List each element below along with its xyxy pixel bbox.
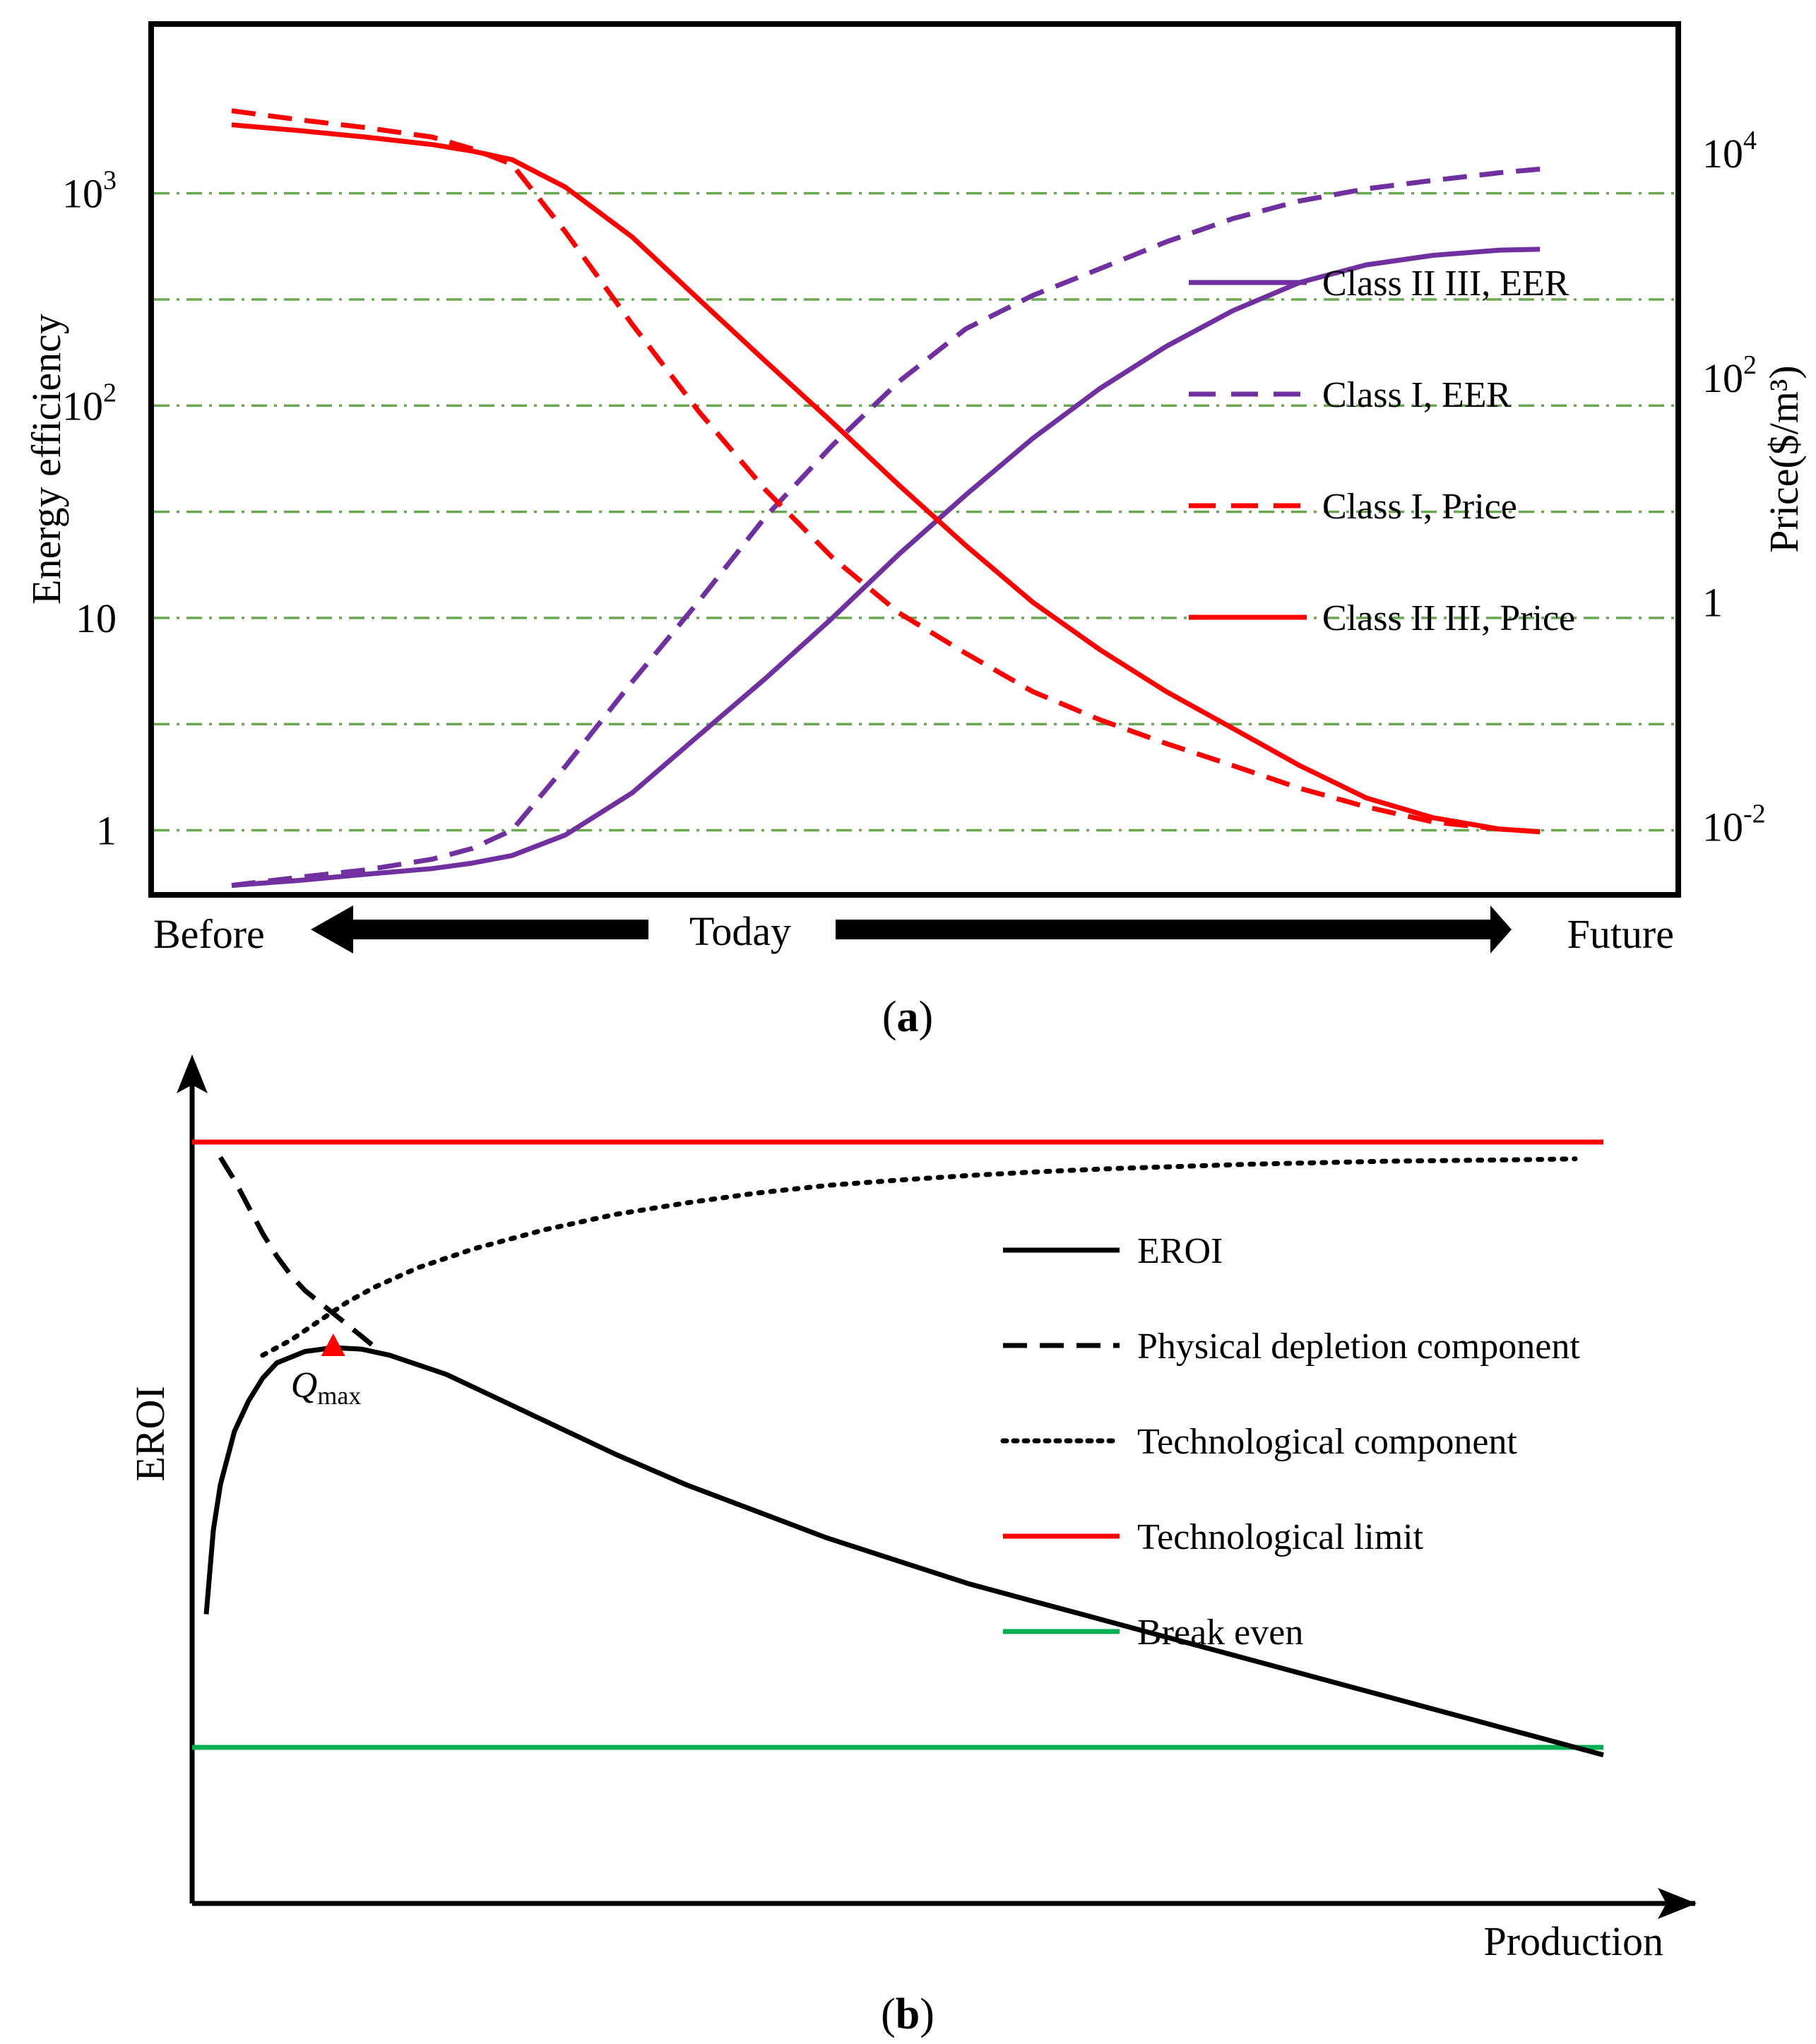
y2-tick-label-0-exp: 4 bbox=[1743, 126, 1757, 155]
y2-tick-label-1: 102 bbox=[1702, 350, 1757, 401]
y-tick-label-1-base: 10 bbox=[62, 383, 103, 429]
legend-label-a-1: Class I, EER bbox=[1322, 375, 1512, 415]
panel-b-y-axis-label: EROI bbox=[127, 1386, 173, 1481]
y2-tick-label-1-base: 10 bbox=[1702, 355, 1743, 401]
y2-tick-label-3: 10-2 bbox=[1702, 799, 1766, 850]
qmax-annotation: Qmax bbox=[291, 1333, 362, 1410]
y-tick-label-3: 1 bbox=[96, 808, 117, 854]
arrow-left-icon bbox=[311, 905, 648, 953]
legend-label-b-0: EROI bbox=[1137, 1231, 1223, 1271]
panel-a-plot-frame bbox=[148, 21, 1681, 898]
qmax-label: Qmax bbox=[291, 1365, 362, 1410]
qmax-label-main: Q bbox=[291, 1365, 318, 1406]
panel-a-legend: Class II III, EER Class I, EER Class I, Pr… bbox=[1189, 263, 1575, 638]
y-tick-label-0-exp: 3 bbox=[103, 166, 117, 196]
panel-a-series bbox=[231, 108, 1541, 889]
y2-tick-label-3-exp: -2 bbox=[1743, 799, 1766, 828]
y2-tick-label-0: 104 bbox=[1702, 126, 1757, 177]
panel-a-label: (a) bbox=[882, 993, 933, 1041]
series-line-a-1 bbox=[231, 166, 1541, 889]
legend-label-b-1: Physical depletion component bbox=[1137, 1326, 1580, 1367]
panel-a-letter: a bbox=[897, 993, 919, 1041]
panel-a-y-axis-label: Energy efficiency bbox=[23, 314, 69, 605]
x-label-before: Before bbox=[153, 911, 265, 957]
legend-label-a-3: Class II III, Price bbox=[1322, 598, 1575, 638]
y-tick-label-1: 102 bbox=[62, 378, 117, 429]
y-axis-arrowhead-icon bbox=[177, 1054, 208, 1093]
y-tick-label-0-base: 10 bbox=[62, 171, 103, 217]
y2-tick-label-3-base: 10 bbox=[1702, 804, 1743, 850]
panel-a-time-axis: Before Today Future bbox=[153, 905, 1674, 957]
qmax-label-subscript: max bbox=[317, 1382, 361, 1410]
y2-tick-label-0-base: 10 bbox=[1702, 131, 1743, 177]
panel-b-letter: b bbox=[896, 1990, 920, 2038]
legend-label-b-4: Break even bbox=[1137, 1612, 1303, 1653]
legend-label-a-0: Class II III, EER bbox=[1322, 263, 1569, 304]
legend-label-a-2: Class I, Price bbox=[1322, 487, 1517, 527]
x-axis-arrowhead-icon bbox=[1658, 1888, 1697, 1919]
legend-label-b-3: Technological limit bbox=[1137, 1517, 1424, 1557]
series-line-b-1 bbox=[218, 1155, 377, 1350]
y-tick-label-1-exp: 2 bbox=[103, 378, 117, 408]
panel-a-y2-axis-label: Price($/m³) bbox=[1761, 365, 1807, 552]
arrow-right-icon bbox=[836, 905, 1512, 953]
x-label-future: Future bbox=[1567, 911, 1674, 957]
panel-b-series bbox=[192, 1139, 1604, 1758]
y2-tick-label-1-exp: 2 bbox=[1743, 350, 1757, 380]
panel-b-x-axis-label: Production bbox=[1483, 1918, 1663, 1964]
panel-a-grid bbox=[154, 191, 1675, 832]
y2-tick-label-2: 1 bbox=[1702, 580, 1723, 626]
panel-b-legend: EROI Physical depletion component Technolo… bbox=[1000, 1231, 1580, 1653]
panel-b-chart: Qmax EROI Production EROI Physical deplet… bbox=[127, 1054, 1697, 2038]
panel-b-label: (b) bbox=[881, 1990, 934, 2038]
y-tick-label-0: 103 bbox=[62, 166, 117, 217]
y-tick-label-2: 10 bbox=[76, 595, 117, 641]
legend-label-b-2: Technological component bbox=[1137, 1422, 1517, 1462]
series-line-a-2 bbox=[231, 108, 1541, 835]
qmax-marker-icon bbox=[321, 1333, 345, 1357]
series-line-a-0 bbox=[231, 246, 1541, 889]
series-line-a-3 bbox=[231, 122, 1541, 835]
series-line-b-2 bbox=[260, 1156, 1578, 1358]
x-label-today: Today bbox=[689, 908, 791, 954]
series-line-b-0 bbox=[203, 1345, 1604, 1758]
